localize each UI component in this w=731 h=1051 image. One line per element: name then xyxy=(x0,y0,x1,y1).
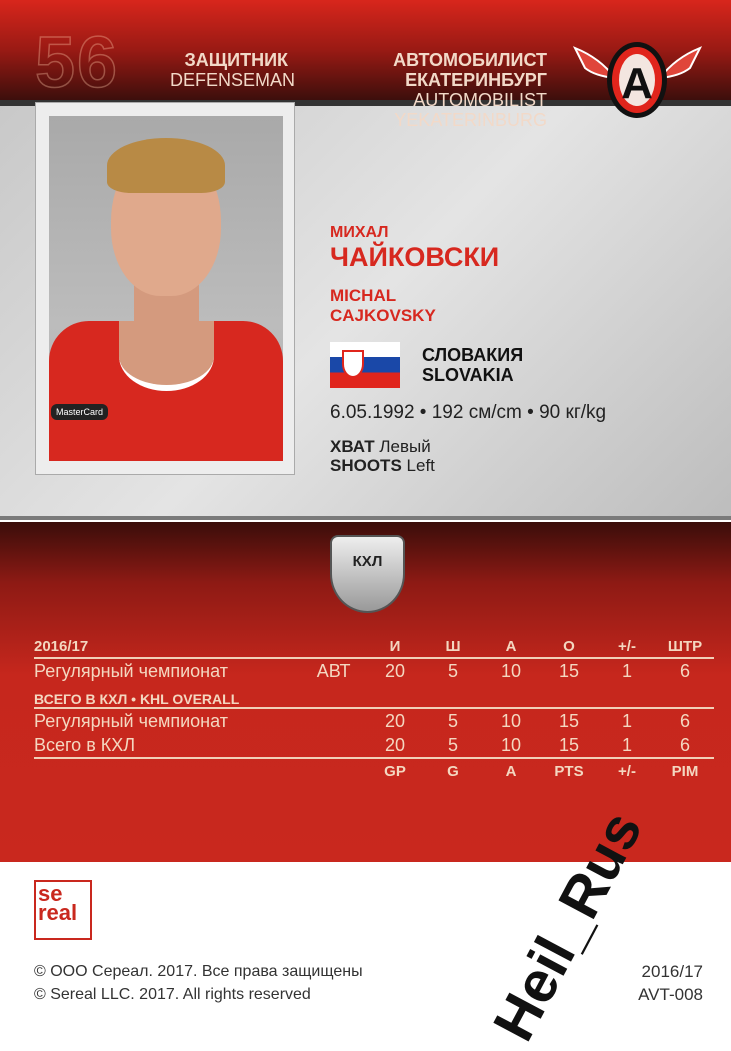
footer-panel xyxy=(0,862,731,1029)
table-row: Регулярный чемпионат АВТ 20 5 10 15 1 6 xyxy=(34,660,690,681)
overall-header: ВСЕГО В КХЛ • KHL OVERALL xyxy=(34,683,714,709)
team-logo-icon: A xyxy=(572,42,703,118)
logo-letter: A xyxy=(621,59,653,108)
first-name-ru: МИХАЛ xyxy=(330,224,389,241)
table-row: Всего в КХЛ 20 5 10 15 1 6 xyxy=(34,734,690,755)
sponsor-patch: MasterCard xyxy=(51,404,109,420)
copyright: © ООО Сереал. 2017. Все права защищены © … xyxy=(34,963,363,1003)
team-en-1: AUTOMOBILIST xyxy=(413,90,547,110)
name-en: MICHAL CAJKOVSKY xyxy=(330,286,436,325)
country: СЛОВАКИЯ SLOVAKIA xyxy=(422,345,524,385)
position-ru: ЗАЩИТНИК xyxy=(184,50,288,70)
position: ЗАЩИТНИК DEFENSEMAN xyxy=(170,50,296,90)
team-ru-1: АВТОМОБИЛИСТ xyxy=(393,50,547,70)
stats-footer: GP G A PTS +/- PIM xyxy=(34,757,714,783)
table-row: Регулярный чемпионат 20 5 10 15 1 6 xyxy=(34,710,690,731)
position-en: DEFENSEMAN xyxy=(170,70,296,90)
jersey-number: 56 xyxy=(34,22,120,104)
player-photo: MasterCard xyxy=(49,116,283,461)
slovakia-flag-icon xyxy=(330,342,400,388)
khl-logo-icon: КХЛ xyxy=(330,535,405,613)
season-label: 2016/17 xyxy=(34,636,317,659)
shoots: ХВАТ Левый SHOOTS Left xyxy=(330,437,435,475)
stats-header: 2016/17 И Ш А О +/- ШТР xyxy=(34,636,714,659)
photo-frame: MasterCard xyxy=(35,102,295,475)
team-en-2: YEKATERINBURG xyxy=(394,110,547,130)
team-name: АВТОМОБИЛИСТ ЕКАТЕРИНБУРГ AUTOMOBILIST Y… xyxy=(330,50,547,130)
last-name-ru: ЧАЙКОВСКИ xyxy=(330,242,500,272)
team-ru-2: ЕКАТЕРИНБУРГ xyxy=(405,70,547,90)
stats-table: 2016/17 И Ш А О +/- ШТР Регулярный чемпионат А… xyxy=(34,636,714,783)
card-code: 2016/17 AVT-008 xyxy=(638,962,703,1004)
bio: 6.05.1992 • 192 см/cm • 90 кг/kg xyxy=(330,402,607,423)
sereal-logo: se real xyxy=(34,880,92,940)
